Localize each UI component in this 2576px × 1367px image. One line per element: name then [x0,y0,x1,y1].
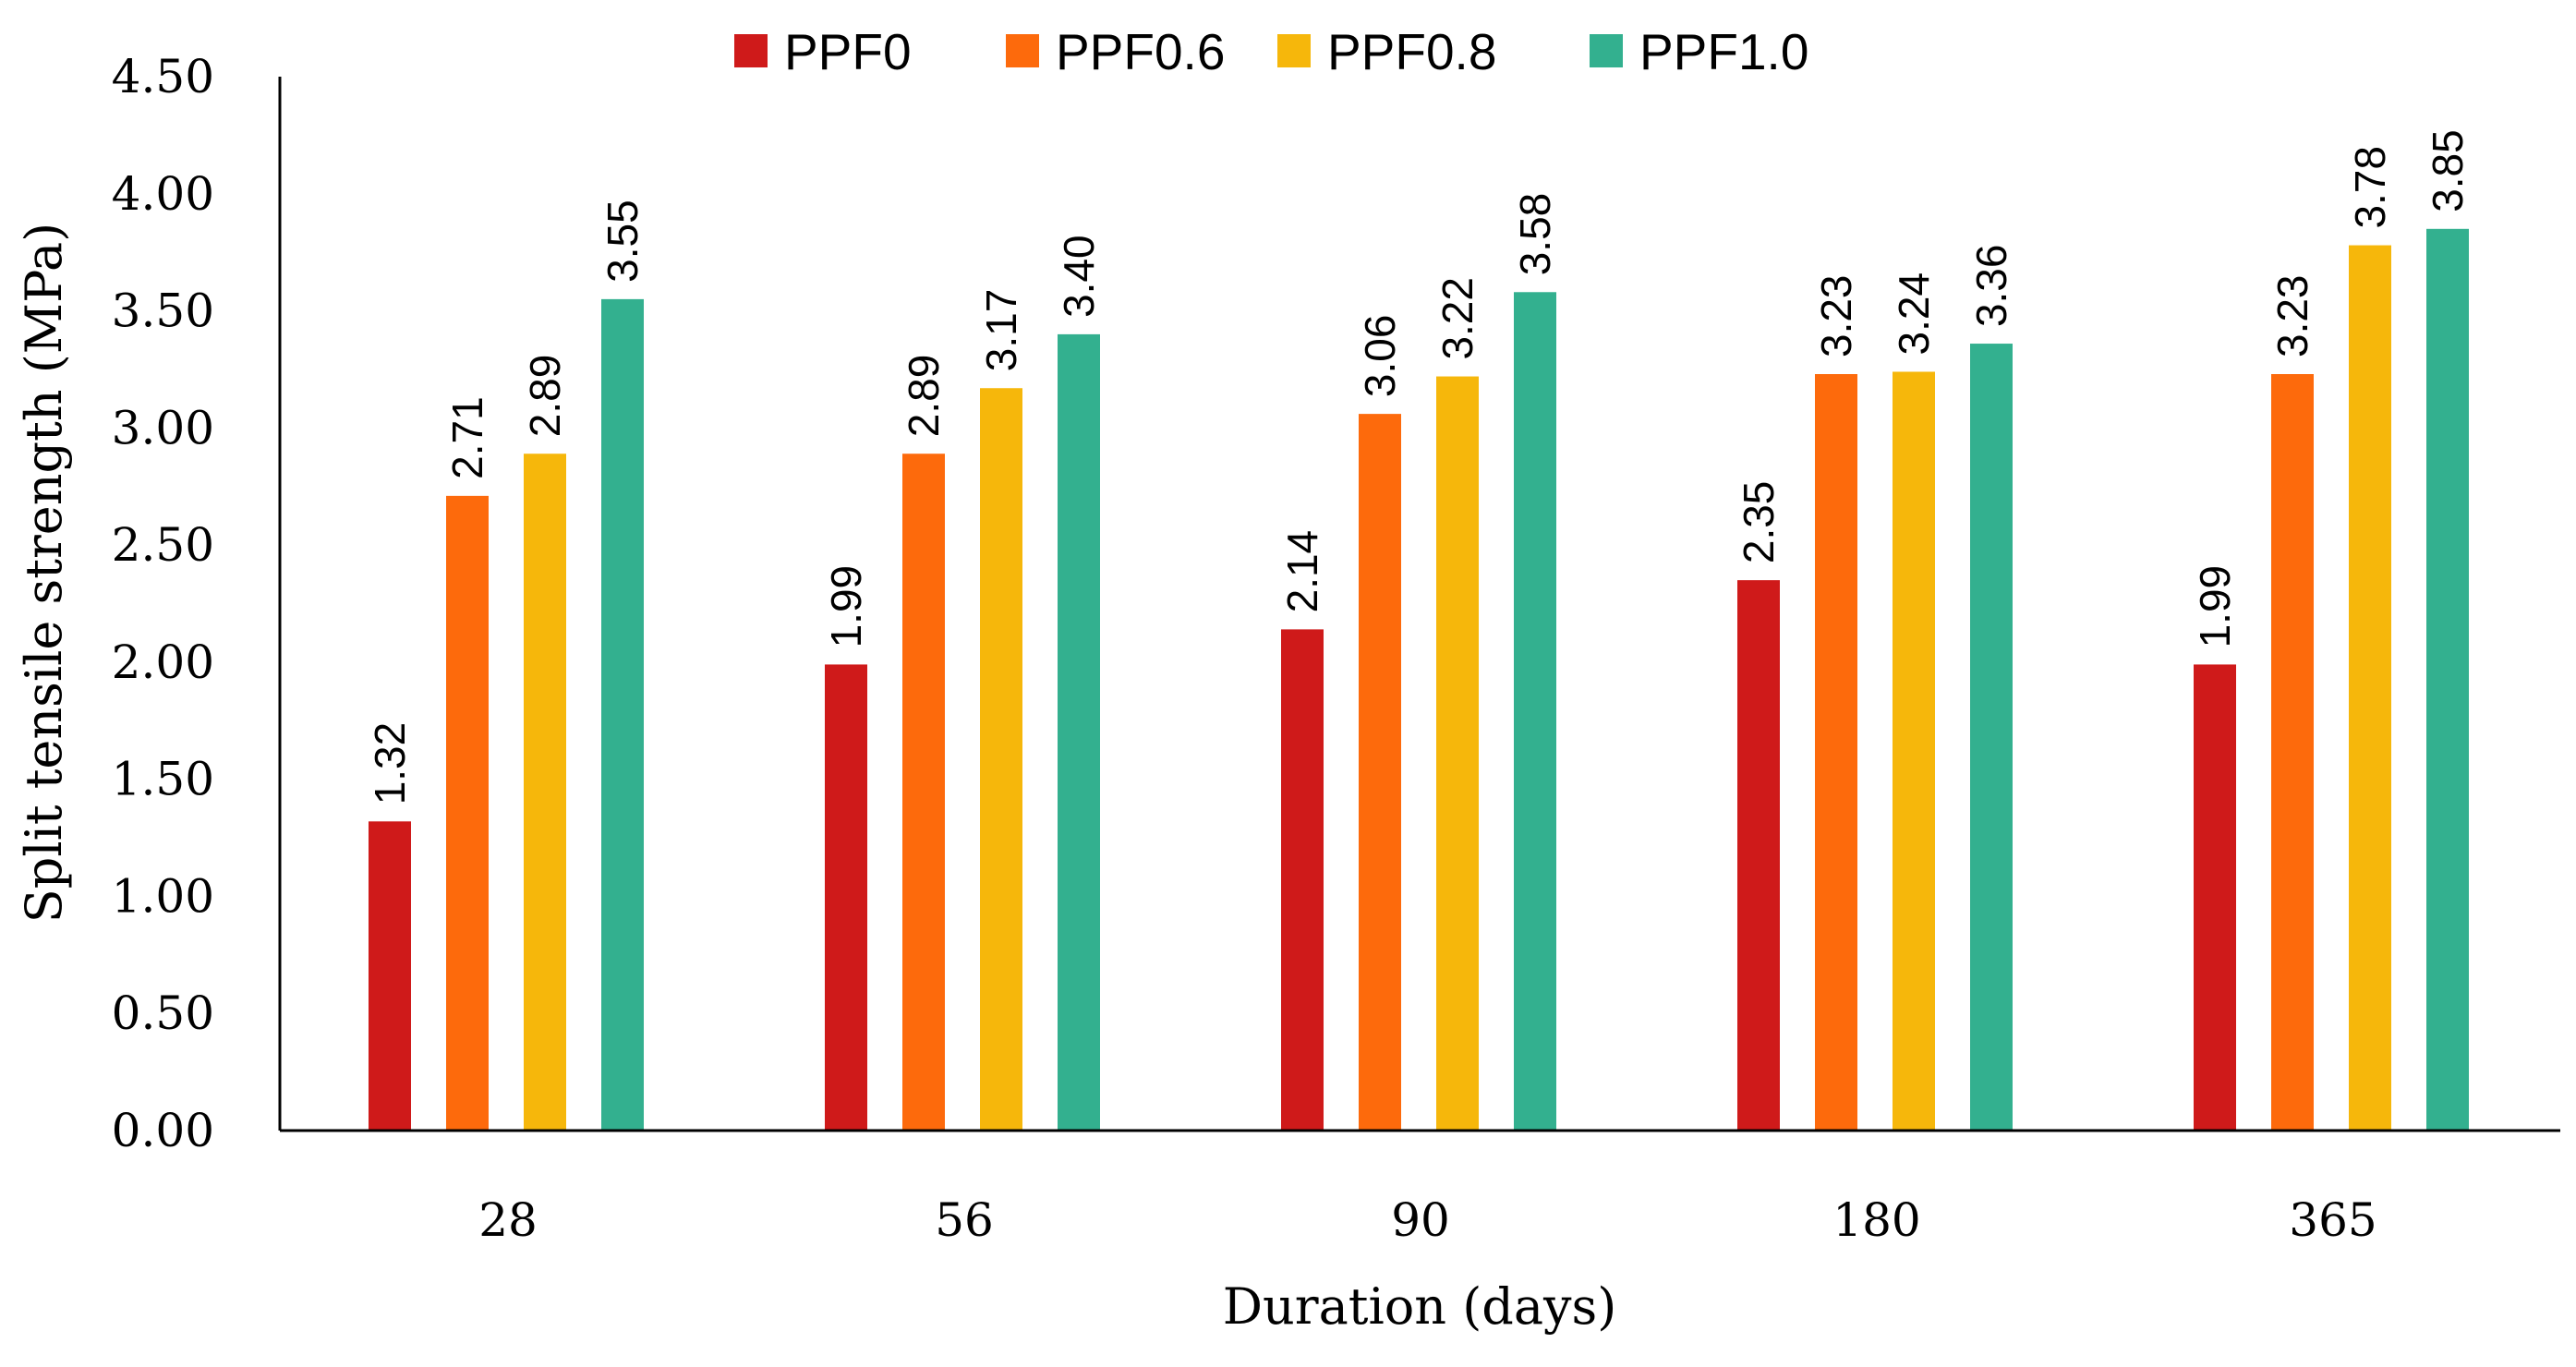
y-tick-label: 0.00 [112,1104,214,1157]
data-label: 3.36 [1967,245,2015,328]
x-tick-label: 180 [1832,1193,1920,1247]
bar-ppf0-56 [825,664,867,1131]
data-label: 2.89 [900,355,948,438]
data-label: 3.17 [977,289,1025,372]
bar-ppf1-0-28 [601,298,644,1131]
data-label: 2.71 [443,396,491,479]
legend-item: PPF0.6 [1006,23,1225,80]
y-tick-label: 4.00 [112,167,214,221]
data-label: 3.78 [2346,146,2394,229]
bar-ppf0-28 [369,821,411,1131]
bar-ppf0-8-56 [980,388,1022,1131]
x-tick-label: 365 [2289,1193,2376,1247]
data-label: 3.23 [2268,274,2316,357]
y-axis-ticks: 0.00 0.50 1.00 1.50 2.00 2.50 3.00 3.50 4.00 4.50 [112,50,214,1157]
data-label: 3.06 [1356,315,1404,398]
legend-swatch [1006,34,1039,67]
legend-label: PPF0 [784,23,912,80]
bar-ppf1-0-56 [1058,333,1100,1131]
x-tick-label: 56 [935,1193,994,1247]
bar-ppf0-180 [1737,580,1780,1131]
bar-ppf0-8-365 [2349,245,2391,1131]
bar-ppf1-0-90 [1514,292,1556,1131]
data-labels: 1.32 1.99 2.14 2.35 1.99 2.71 2.89 3.06 3.23 3.23… [366,129,2472,804]
legend-swatch [1590,34,1623,67]
legend: PPF0 PPF0.6 PPF0.8 PPF1.0 [734,23,1808,80]
data-label: 3.40 [1055,235,1103,318]
y-tick-label: 4.50 [112,50,214,103]
y-tick-label: 2.00 [112,635,214,689]
data-label: 3.58 [1511,193,1559,276]
bar-ppf0-6-56 [902,454,945,1131]
data-label: 1.99 [2191,565,2239,648]
bar-ppf0-365 [2194,664,2236,1131]
bar-ppf1-0-365 [2426,228,2469,1131]
x-tick-label: 28 [478,1193,538,1247]
y-tick-label: 1.00 [112,869,214,923]
legend-swatch [734,34,768,67]
data-label: 3.22 [1433,277,1482,360]
y-tick-label: 0.50 [112,986,214,1040]
legend-label: PPF0.6 [1056,23,1225,80]
bars [369,228,2469,1131]
legend-label: PPF0.8 [1327,23,1496,80]
x-tick-label: 90 [1391,1193,1450,1247]
bar-ppf1-0-180 [1970,344,2013,1131]
legend-label: PPF1.0 [1639,23,1808,80]
bar-ppf0-8-90 [1436,376,1479,1131]
data-label: 1.32 [366,722,414,805]
data-label: 2.35 [1735,481,1783,564]
legend-item: PPF0 [734,23,912,80]
y-tick-label: 3.00 [112,401,214,454]
y-axis-title: Split tensile strength (MPa) [15,223,73,923]
legend-swatch [1277,34,1311,67]
data-label: 2.14 [1278,530,1326,613]
bar-ppf0-6-28 [446,495,489,1131]
legend-item: PPF0.8 [1277,23,1496,80]
data-label: 1.99 [822,565,870,648]
bar-ppf0-6-365 [2271,374,2314,1131]
x-axis-title: Duration (days) [1223,1277,1617,1336]
y-tick-label: 2.50 [112,518,214,572]
bar-ppf0-8-28 [524,454,566,1131]
bar-ppf0-6-90 [1359,414,1401,1131]
data-label: 3.24 [1890,272,1938,356]
y-tick-label: 3.50 [112,284,214,338]
bar-ppf0-8-180 [1893,371,1935,1131]
y-tick-label: 1.50 [112,753,214,806]
data-label: 3.85 [2424,129,2472,212]
data-label: 3.23 [1812,274,1860,357]
bar-ppf0-6-180 [1815,374,1857,1131]
data-label: 3.55 [599,200,647,283]
x-axis-ticks: 28 56 90 180 365 [478,1193,2377,1247]
legend-item: PPF1.0 [1590,23,1808,80]
bar-ppf0-90 [1281,629,1324,1131]
data-label: 2.89 [521,355,569,438]
